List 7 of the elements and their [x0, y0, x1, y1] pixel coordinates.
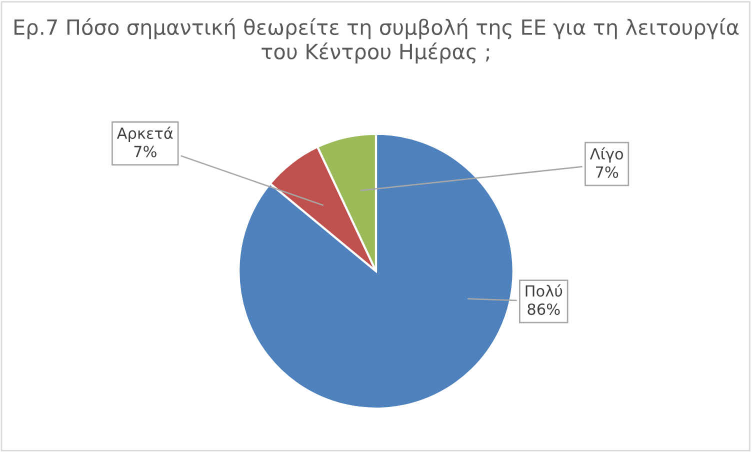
- slice-label: Πολύ: [526, 284, 562, 297]
- slice-label: Λίγο: [590, 147, 624, 163]
- data-label: 7%: [596, 166, 618, 178]
- data-label: 7%: [134, 146, 156, 158]
- data-label: 86%: [528, 303, 560, 315]
- chart-title: Ερ.7 Πόσο σημαντική θεωρείτε τη συμβολή της ΕΕ για τη λειτουργία του Κέντρου Ημέρας ;: [14, 18, 739, 64]
- slice-label: Αρκετά: [116, 126, 173, 142]
